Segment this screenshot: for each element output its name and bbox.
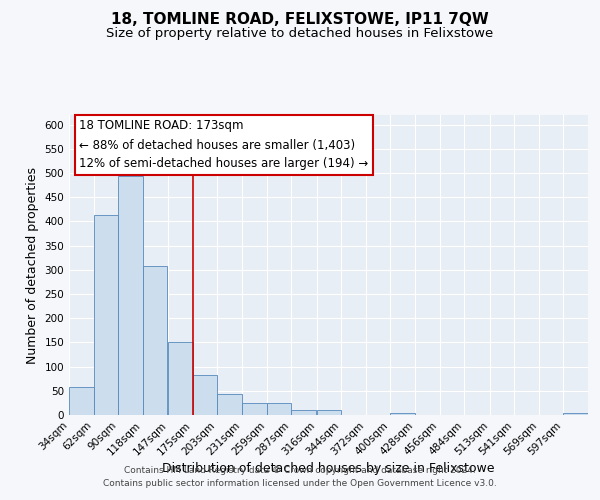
Text: Contains HM Land Registry data © Crown copyright and database right 2024.
Contai: Contains HM Land Registry data © Crown c… bbox=[103, 466, 497, 487]
Bar bbox=[317, 410, 341, 415]
Bar bbox=[217, 394, 242, 415]
Bar bbox=[563, 412, 588, 415]
Bar bbox=[291, 410, 316, 415]
X-axis label: Distribution of detached houses by size in Felixstowe: Distribution of detached houses by size … bbox=[162, 462, 495, 475]
Bar bbox=[168, 342, 193, 415]
Text: Size of property relative to detached houses in Felixstowe: Size of property relative to detached ho… bbox=[106, 28, 494, 40]
Bar bbox=[193, 376, 217, 415]
Bar bbox=[69, 388, 94, 415]
Bar bbox=[143, 266, 167, 415]
Y-axis label: Number of detached properties: Number of detached properties bbox=[26, 166, 39, 364]
Text: 18, TOMLINE ROAD, FELIXSTOWE, IP11 7QW: 18, TOMLINE ROAD, FELIXSTOWE, IP11 7QW bbox=[111, 12, 489, 28]
Text: 18 TOMLINE ROAD: 173sqm
← 88% of detached houses are smaller (1,403)
12% of semi: 18 TOMLINE ROAD: 173sqm ← 88% of detache… bbox=[79, 120, 368, 170]
Bar bbox=[94, 215, 118, 415]
Bar bbox=[242, 403, 266, 415]
Bar bbox=[391, 412, 415, 415]
Bar bbox=[266, 403, 291, 415]
Bar bbox=[118, 176, 143, 415]
